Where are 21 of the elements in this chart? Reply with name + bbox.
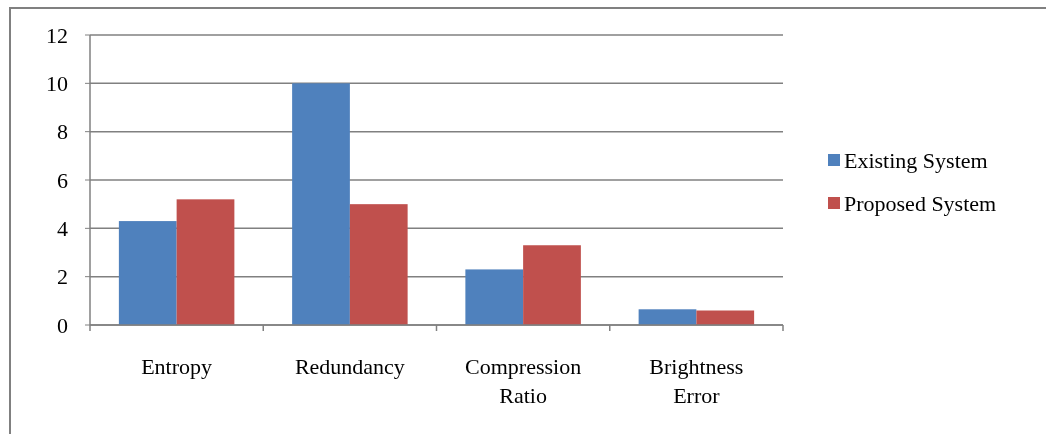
y-tick-label: 4: [57, 216, 68, 242]
bar: [118, 221, 177, 325]
x-tick-label: Entropy: [141, 354, 213, 379]
bar: [292, 83, 350, 325]
y-tick-label: 6: [57, 167, 68, 193]
bar: [465, 269, 524, 325]
x-tick-label: Compression Ratio: [465, 354, 582, 408]
bar: [349, 204, 408, 325]
y-tick-label: 2: [57, 264, 68, 290]
bar: [176, 199, 235, 325]
bar: [523, 245, 581, 325]
y-tick-label: 12: [46, 22, 68, 48]
legend-label: Proposed System: [844, 190, 997, 216]
y-tick-label: 10: [46, 71, 68, 97]
legend-label: Existing System: [844, 147, 988, 173]
bar: [638, 309, 697, 325]
x-tick-label: Redundancy: [294, 354, 405, 379]
x-tick-label: Brightness Error: [649, 354, 744, 408]
bar: [696, 310, 755, 325]
y-tick-label: 8: [57, 119, 68, 145]
y-tick-label: 0: [57, 312, 68, 338]
